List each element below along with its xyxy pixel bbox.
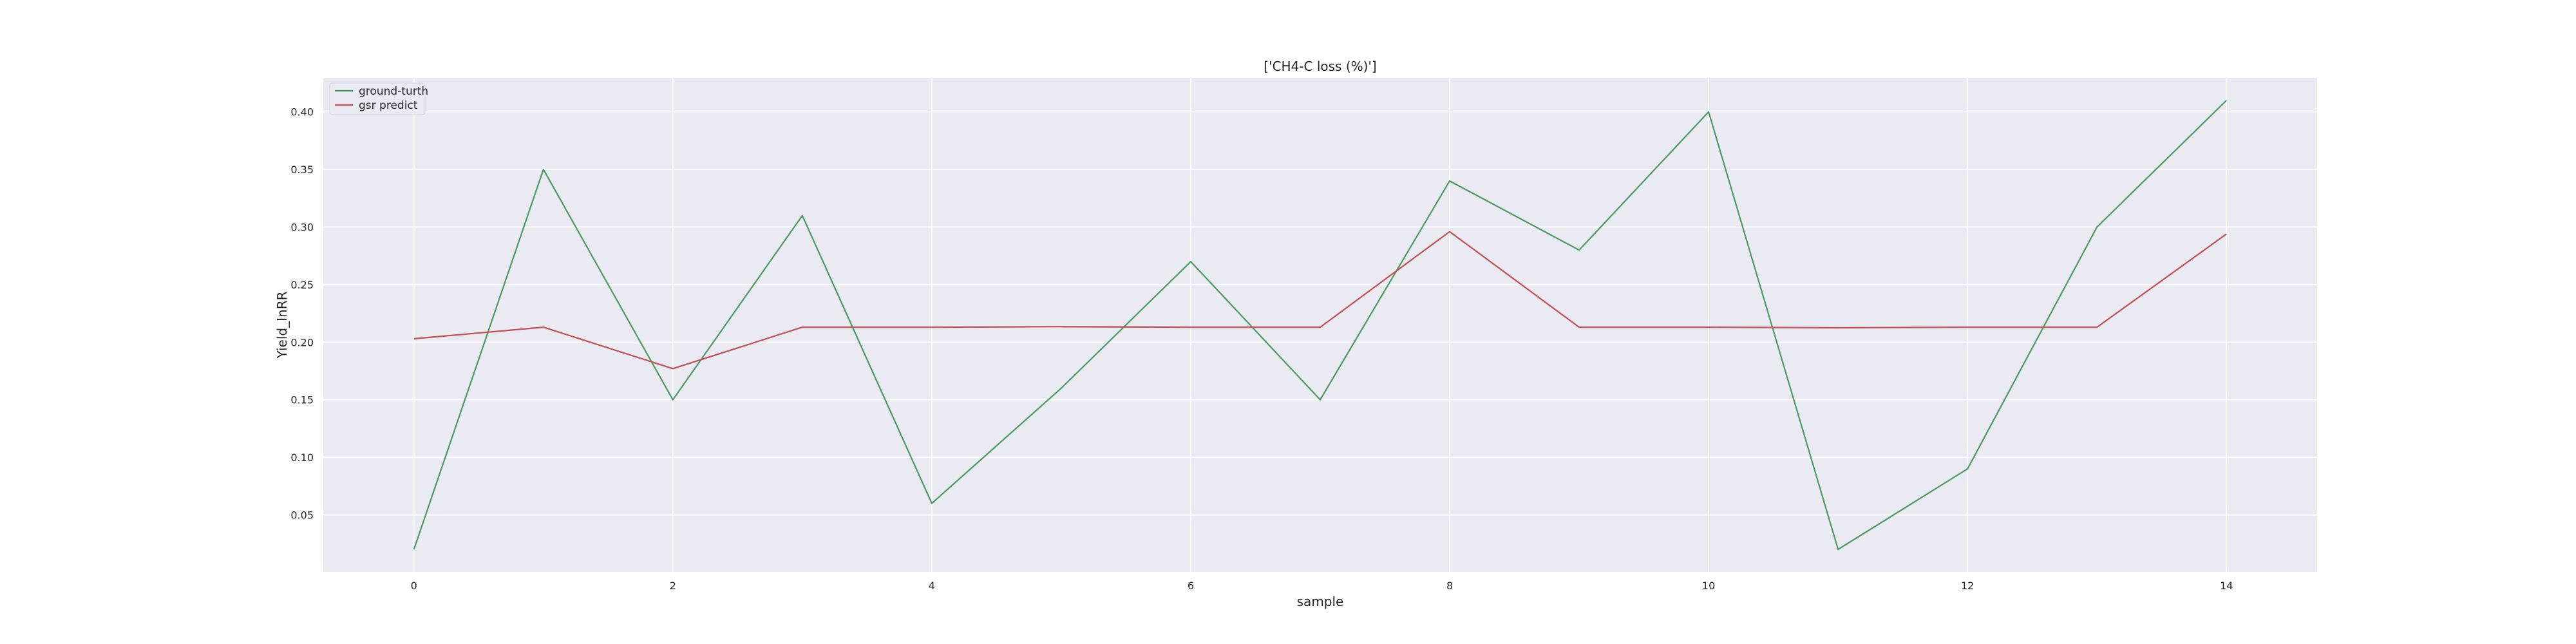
x-tick-label: 14 — [2220, 580, 2233, 592]
y-tick-label: 0.35 — [290, 164, 314, 176]
legend-box — [329, 82, 426, 115]
legend-label-ground-truth: ground-turth — [359, 85, 428, 98]
legend-label-gsr-predict: gsr predict — [359, 99, 418, 112]
tick-labels: 0 2 4 6 8 10 12 14 0.05 0.10 0.15 0.20 0.25 0.30 0.35 0… — [290, 106, 2233, 592]
y-tick-label: 0.30 — [290, 222, 314, 234]
chart-title: ['CH4-C loss (%)'] — [1264, 59, 1376, 74]
x-tick-label: 8 — [1446, 580, 1453, 592]
x-tick-label: 6 — [1188, 580, 1194, 592]
x-tick-label: 0 — [411, 580, 417, 592]
x-tick-label: 2 — [670, 580, 676, 592]
x-tick-label: 10 — [1702, 580, 1715, 592]
x-axis-label: sample — [1297, 594, 1344, 609]
y-tick-label: 0.10 — [290, 451, 314, 464]
y-tick-label: 0.40 — [290, 106, 314, 118]
y-tick-label: 0.20 — [290, 336, 314, 348]
y-tick-label: 0.15 — [290, 394, 314, 406]
series-lines — [413, 100, 2228, 551]
grid — [323, 78, 2317, 572]
y-tick-label: 0.05 — [290, 509, 314, 522]
series-line-1 — [413, 231, 2227, 370]
legend: ground-turth gsr predict — [329, 82, 428, 115]
x-tick-label: 4 — [929, 580, 935, 592]
y-tick-label: 0.25 — [290, 279, 314, 291]
x-tick-label: 12 — [1961, 580, 1974, 592]
series-line-0 — [413, 100, 2228, 551]
plot-area — [323, 78, 2317, 572]
y-axis-label: Yield_InRR — [274, 291, 290, 359]
